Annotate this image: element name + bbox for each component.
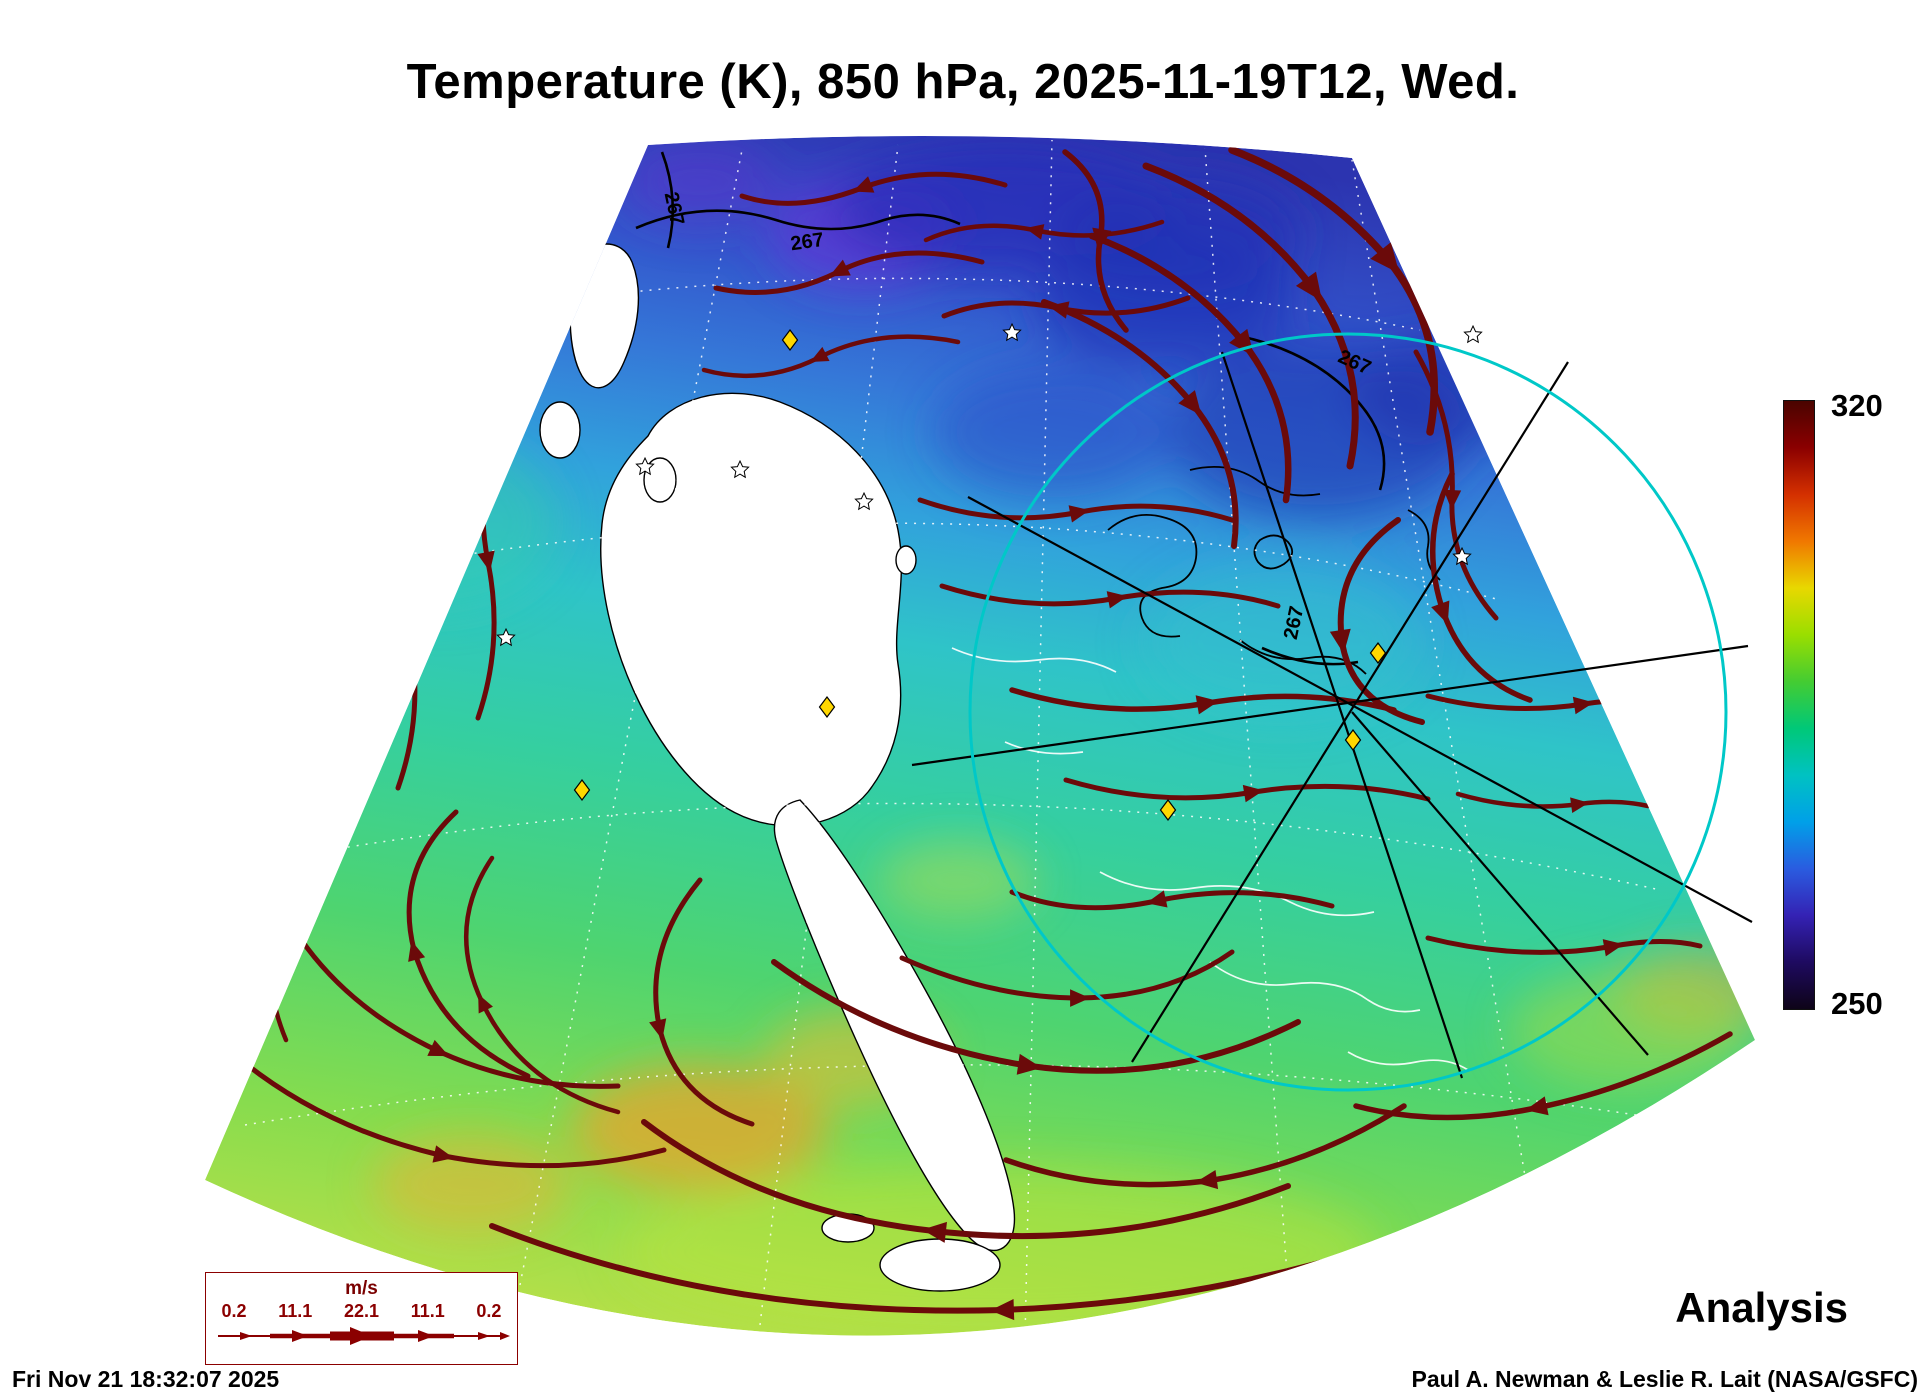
legend-arrow-segments [217, 1327, 510, 1345]
streamline [771, 959, 1301, 1075]
azimuth-line [1131, 361, 1569, 1063]
landmass [539, 401, 581, 459]
streamline [1353, 1031, 1733, 1121]
streamline [317, 563, 339, 865]
streamline [406, 809, 531, 1079]
landmass [600, 392, 903, 827]
analysis-label: Analysis [1675, 1284, 1848, 1331]
streamline [1041, 299, 1239, 549]
page-title: Temperature (K), 850 hPa, 2025-11-19T12,… [406, 55, 1520, 109]
landmass [879, 1238, 1001, 1292]
colorbar: 320 250 [1783, 388, 1883, 1021]
legend-speed-label: 0.2 [221, 1301, 247, 1321]
streamline [1413, 349, 1499, 621]
streamline [1062, 149, 1129, 333]
streamline [739, 171, 1008, 206]
legend-speed-label: 22.1 [343, 1301, 380, 1321]
timestamp-text: Fri Nov 21 18:32:07 2025 [12, 1366, 280, 1392]
landmass [895, 545, 917, 575]
streamline [939, 583, 1281, 609]
wind-speed-legend: m/s 0.2 11.1 22.1 11.1 0.2 [205, 1272, 518, 1365]
colorbar-max-label: 320 [1831, 388, 1883, 423]
legend-units-label: m/s [345, 1278, 378, 1299]
colorbar-min-label: 250 [1831, 986, 1883, 1021]
streamline [463, 855, 621, 1115]
landmass [773, 799, 1016, 1252]
star-marker-icon [1463, 325, 1483, 343]
legend-values-row: 0.2 11.1 22.1 11.1 0.2 [222, 1301, 502, 1322]
legend-arrow-glyph [217, 1327, 510, 1345]
legend-speed-label: 11.1 [410, 1301, 445, 1321]
colorbar-gradient [1783, 400, 1815, 1010]
legend-speed-label: 0.2 [476, 1301, 502, 1321]
range-ring [968, 332, 1728, 1092]
credit-text: Paul A. Newman & Leslie R. Lait (NASA/GS… [1411, 1366, 1918, 1392]
streamline [1009, 687, 1397, 715]
streamline [649, 877, 755, 1127]
streamline [1425, 935, 1703, 957]
contour-label: 267 [789, 229, 825, 255]
streamline [1228, 146, 1438, 436]
azimuth-line [1351, 711, 1649, 1056]
streamline [1455, 791, 1651, 814]
land-mask [539, 243, 1016, 1292]
streamline [923, 219, 1165, 243]
streamline [243, 1061, 667, 1169]
map-fan [205, 136, 1755, 1336]
legend-speed-label: 11.1 [278, 1301, 313, 1321]
streamline [1088, 232, 1292, 504]
landmass [643, 457, 677, 503]
streamline [701, 334, 961, 379]
azimuth-lines [911, 351, 1753, 1079]
azimuth-line [967, 496, 1753, 923]
coastlines-white [951, 647, 1469, 1071]
streamline [297, 935, 621, 1089]
streamline [917, 497, 1235, 523]
azimuth-line [1220, 351, 1464, 1079]
streamline [1003, 1103, 1407, 1190]
streamline [641, 1119, 1291, 1243]
streamline [713, 250, 985, 295]
azimuth-line [911, 644, 1749, 767]
streamline [1009, 889, 1335, 911]
streamline [1063, 777, 1431, 803]
streamline [1142, 162, 1359, 470]
streamline [899, 949, 1235, 1007]
